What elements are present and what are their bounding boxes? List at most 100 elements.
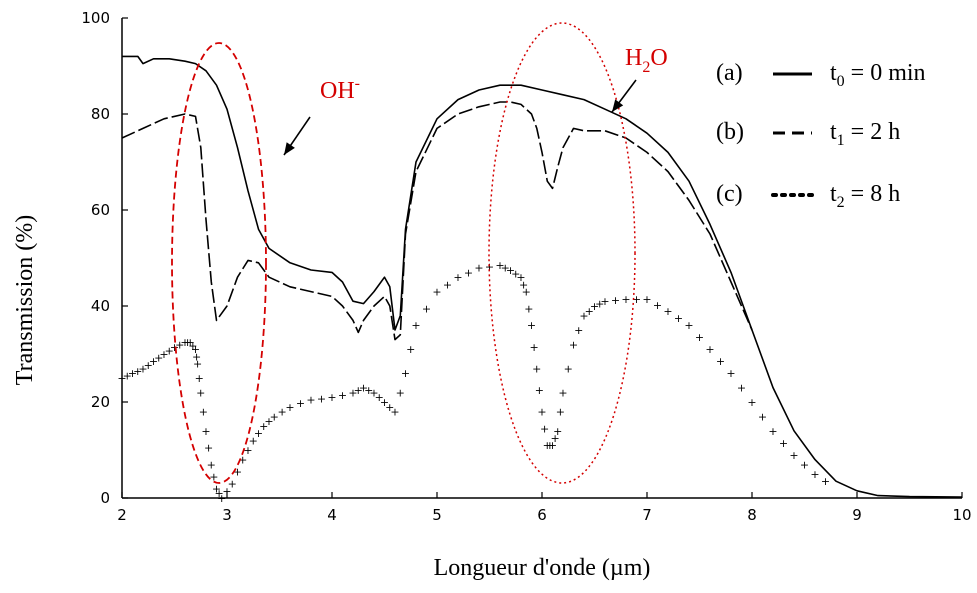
annotations: OH- H2O — [171, 22, 668, 484]
series-c-marker: + — [215, 487, 224, 500]
legend-time-label: t1 = 2 h — [830, 119, 900, 149]
series-c-marker: + — [165, 344, 174, 357]
series-c-marker: + — [737, 382, 746, 395]
series-c-marker: + — [411, 319, 420, 332]
series-c-marker: + — [270, 410, 279, 423]
series-c-marker: + — [705, 343, 714, 356]
y-tick-label: 100 — [81, 9, 110, 27]
series-c-marker: + — [238, 454, 247, 467]
series-c-marker: + — [695, 331, 704, 344]
y-tick-label: 0 — [100, 489, 110, 507]
x-tick-label: 7 — [642, 506, 652, 524]
x-tick-label: 3 — [222, 506, 232, 524]
series-c-marker: + — [354, 384, 363, 397]
series-c-marker: + — [338, 389, 347, 402]
series-c-marker: + — [543, 439, 552, 452]
series-c-marker: + — [278, 406, 287, 419]
series-c-marker: + — [485, 260, 494, 273]
series-c-marker: + — [207, 458, 216, 471]
series-c-marker: + — [233, 466, 242, 479]
y-axis-title: Transmission (%) — [12, 215, 38, 385]
y-tick-label: 80 — [91, 105, 110, 123]
legend-time-label: t0 = 0 min — [830, 60, 926, 90]
series-c-marker: + — [196, 386, 205, 399]
series-c-marker: + — [195, 372, 204, 385]
series-c-marker: + — [548, 439, 557, 452]
series-c-marker: + — [530, 341, 539, 354]
series-c-marker: + — [359, 382, 368, 395]
series-c-marker: + — [401, 367, 410, 380]
oh-arrow-head — [284, 142, 295, 155]
h2o-label: H2O — [625, 45, 668, 76]
series-c-marker: + — [516, 271, 525, 284]
series-c-marker: + — [632, 293, 641, 306]
series-c-marker: + — [569, 338, 578, 351]
series-c-marker: + — [564, 362, 573, 375]
series-c-marker: + — [432, 286, 441, 299]
series-c-marker: + — [590, 300, 599, 313]
series-c-marker: + — [154, 352, 163, 365]
series-c-marker: + — [779, 437, 788, 450]
legend-key-label: (a) — [716, 60, 743, 86]
legend-key-label: (c) — [716, 181, 743, 207]
series-c-marker: + — [532, 362, 541, 375]
series-c-marker: + — [188, 340, 197, 353]
series-c-marker: + — [653, 299, 662, 312]
series-c-marker: + — [390, 406, 399, 419]
series-c-marker: + — [453, 271, 462, 284]
x-tick-label: 6 — [537, 506, 547, 524]
legend: (a) t0 = 0 min (b) t1 = 2 h (c) t2 = 8 h — [716, 60, 926, 211]
series-c-marker: + — [540, 422, 549, 435]
series-c-marker: + — [522, 286, 531, 299]
series-c-marker: + — [317, 392, 326, 405]
legend-entry-a: (a) t0 = 0 min — [716, 60, 926, 90]
series-c-marker: + — [385, 401, 394, 414]
series-c-marker: + — [192, 350, 201, 363]
series-c-marker: + — [327, 391, 336, 404]
oh-label: OH- — [320, 75, 360, 104]
series-c-marker: + — [464, 266, 473, 279]
series-c-marker: + — [537, 406, 546, 419]
series-c-marker: + — [375, 391, 384, 404]
legend-entry-c: (c) t2 = 8 h — [716, 181, 900, 211]
series-c-marker: + — [527, 319, 536, 332]
series-c-marker: + — [249, 434, 258, 447]
x-tick-label: 2 — [117, 506, 127, 524]
y-tick-label: 60 — [91, 201, 110, 219]
series-c-marker: + — [406, 343, 415, 356]
series-c-marker: + — [551, 432, 560, 445]
series-c-marker: + — [204, 442, 213, 455]
series-c-points: +++++++++++++++++++++++++++++++++++++++ +… — [117, 259, 830, 505]
x-tick-label: 10 — [952, 506, 971, 524]
series-c-marker: + — [149, 355, 158, 368]
series-c-marker: + — [506, 264, 515, 277]
series-c-marker: + — [209, 470, 218, 483]
series-c-marker: + — [579, 310, 588, 323]
series-c-marker: + — [422, 302, 431, 315]
series-c-marker: + — [175, 338, 184, 351]
series-c-marker: + — [380, 396, 389, 409]
x-tick-label: 8 — [747, 506, 757, 524]
series-c-marker: + — [396, 386, 405, 399]
series-b-line — [121, 101, 753, 341]
series-c-marker: + — [800, 458, 809, 471]
series-c-marker: + — [747, 396, 756, 409]
series-c-marker: + — [558, 386, 567, 399]
series-c-marker: + — [186, 336, 195, 349]
series-c-marker: + — [535, 384, 544, 397]
series-c-marker: + — [180, 336, 189, 349]
h2o-arrow — [611, 79, 637, 113]
series-c-marker: + — [716, 355, 725, 368]
legend-entry-b: (b) t1 = 2 h — [716, 119, 900, 149]
series-c-marker: + — [348, 386, 357, 399]
series-c-marker: + — [821, 475, 830, 488]
series-c-marker: + — [611, 294, 620, 307]
series-c-marker: + — [228, 478, 237, 491]
series-c-marker: + — [285, 401, 294, 414]
series-c-marker: + — [138, 362, 147, 375]
series-c-marker: + — [474, 262, 483, 275]
series-c-marker: + — [810, 468, 819, 481]
series-c-marker: + — [199, 406, 208, 419]
series-c-marker: + — [789, 449, 798, 462]
